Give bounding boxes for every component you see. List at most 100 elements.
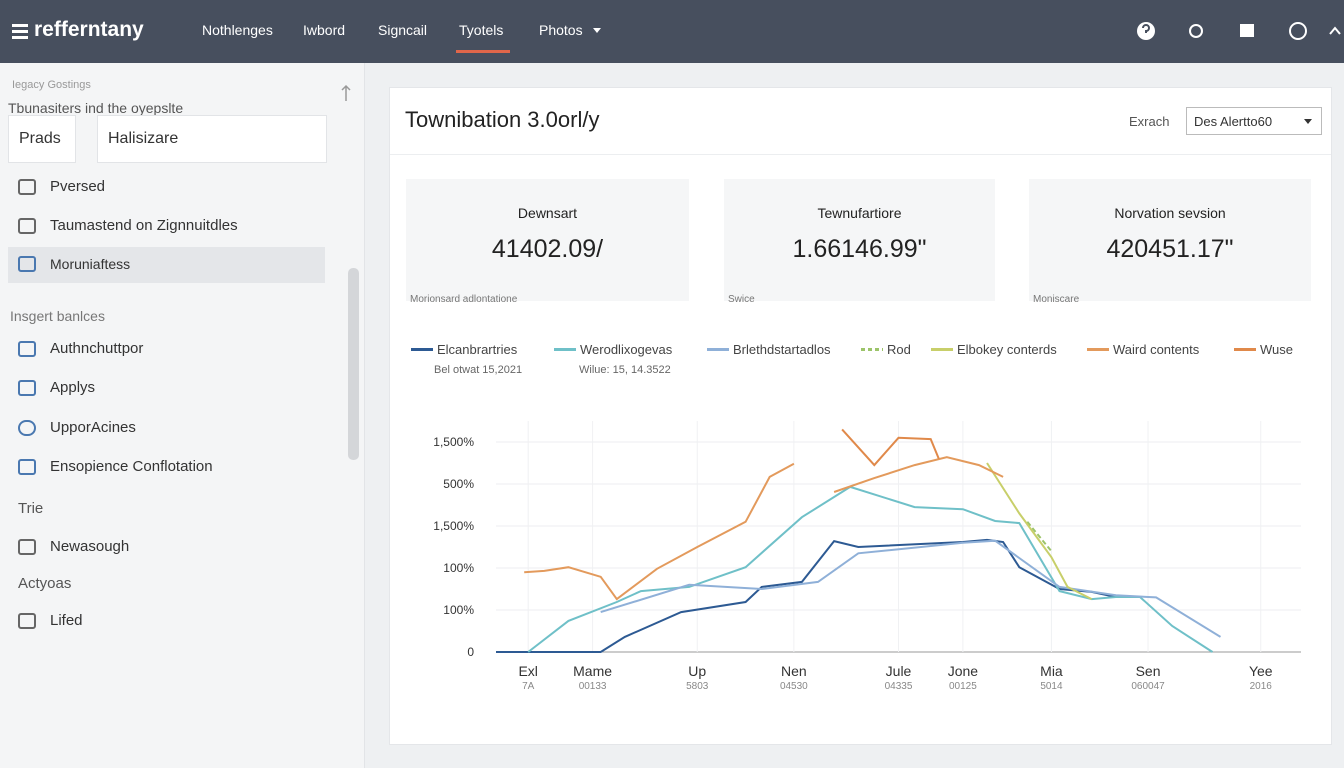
stat-card: Norvation sevsion 420451.17" Moniscare [1029, 179, 1311, 305]
legend-item[interactable]: Elbokey conterds [931, 342, 1057, 357]
sidebar-item[interactable]: Authnchuttpor [18, 340, 143, 357]
label: Lifed [50, 612, 83, 629]
brand-icon [12, 24, 28, 39]
brand[interactable]: refferntany [34, 18, 144, 41]
legend-swatch [1234, 348, 1256, 351]
y-tick-label: 100% [443, 561, 474, 575]
label: Applys [50, 379, 96, 396]
legend-label: Wuse [1260, 342, 1293, 357]
y-tick-label: 0 [467, 645, 474, 659]
input[interactable]: Halisizare [97, 115, 327, 163]
nav-item[interactable]: Iwbord [303, 22, 346, 38]
collapse-icon[interactable] [340, 83, 352, 103]
x-tick-label: Yee [1249, 663, 1273, 679]
icon [18, 458, 36, 475]
x-tick-label: Up [688, 663, 706, 679]
legend-swatch [931, 348, 953, 351]
top-nav: refferntany Nothlenges Iwbord Signcail T… [0, 0, 1344, 63]
y-tick-label: 1,500% [433, 519, 474, 533]
active-bg [8, 247, 325, 283]
legend-swatch [1087, 348, 1109, 351]
section-title: Trie [18, 500, 44, 517]
sidebar-item[interactable]: UpporAcines [18, 419, 136, 436]
legend-swatch [707, 348, 729, 351]
sidebar-item[interactable]: Newasough [18, 538, 129, 555]
sidebar-item[interactable]: Pversed [18, 178, 105, 195]
x-tick-label: Jule [886, 663, 912, 679]
nav-item-active[interactable]: Tyotels [459, 22, 504, 38]
scrollbar[interactable] [348, 268, 359, 460]
label: Ensopience Conflotation [50, 458, 213, 475]
stat-card: Dewnsart 41402.09/Morionsard adlontatione [406, 179, 689, 305]
caption: Iegacy Gostings [12, 79, 91, 91]
x-tick-sublabel: 7A [522, 681, 535, 692]
line-chart: 0 100% 100% 1,500% 500% 1,500% Exl 7A Mame 00133 U… [433, 421, 1301, 692]
chart-card: Townibation 3.0orl/y Exrach Des Alertto6… [389, 87, 1332, 745]
section-title: Insgert banlces [10, 308, 105, 324]
series-line [1026, 521, 1053, 552]
legend-label: Elcanbrartries [437, 342, 518, 357]
stat-label: Dewnsart [517, 205, 578, 221]
label: UpporAcines [50, 419, 136, 436]
input[interactable]: Prads [8, 115, 76, 163]
x-tick-sublabel: 5014 [1040, 681, 1063, 692]
sidebar-item[interactable]: Ensopience Conflotation [18, 458, 213, 475]
x-tick-sublabel: 5803 [686, 681, 709, 692]
icon [18, 379, 36, 396]
legend-item[interactable]: Werodlixogevas [554, 342, 672, 357]
y-tick-label: 500% [443, 477, 474, 491]
nav-item[interactable]: Signcail [378, 22, 428, 38]
series-line [524, 456, 1004, 601]
icon [18, 419, 36, 436]
stat-note: Morionsard adlontatione [410, 294, 518, 305]
card-title: Townibation 3.0orl/y [405, 107, 600, 132]
select[interactable]: Des Alertto60 [1186, 107, 1322, 135]
series-line [600, 539, 1222, 638]
x-tick-label: Mame [573, 663, 612, 679]
x-tick-sublabel: 2016 [1250, 681, 1273, 692]
dropdown-caret [593, 28, 601, 33]
legend-item[interactable]: Elcanbrartries [411, 342, 517, 357]
legend-item[interactable]: Waird contents [1087, 342, 1199, 357]
sidebar-item[interactable]: Applys [18, 379, 95, 396]
icon [18, 256, 36, 272]
sidebar-item[interactable]: Taumastend on Zignnuitdles [18, 217, 238, 234]
legend-item[interactable]: Wuse [1234, 342, 1293, 357]
label: Authnchuttpor [50, 340, 144, 357]
legend-label: Brlethdstartadlos [733, 342, 831, 357]
section-title: Actyoas [18, 575, 72, 592]
nav-item[interactable]: Nothlenges [202, 22, 273, 38]
legend-item[interactable]: Rod [861, 342, 911, 357]
x-tick-label: Sen [1136, 663, 1161, 679]
select-caret [1304, 119, 1312, 124]
legend-label: Waird contents [1113, 342, 1200, 357]
stat-label: Tewnufartiore [817, 205, 902, 221]
x-tick-sublabel: 00133 [579, 681, 607, 692]
series-line [841, 428, 940, 467]
stat-value: 1.66146.99" [792, 235, 927, 263]
stat-note: Moniscare [1033, 294, 1080, 305]
stat-label: Norvation sevsion [1114, 205, 1226, 221]
y-tick-label: 100% [443, 603, 474, 617]
x-tick-sublabel: 060047 [1131, 681, 1165, 692]
legend-note: Bel otwat 15,2021 [434, 364, 523, 376]
nav-icons[interactable] [1130, 18, 1344, 46]
series-line [986, 462, 1093, 600]
nav-item[interactable]: Photos [539, 22, 583, 38]
stat-card: Tewnufartiore 1.66146.99" Swice [724, 179, 995, 305]
x-tick-label: Jone [948, 663, 979, 679]
x-tick-sublabel: 04335 [885, 681, 913, 692]
legend-label: Elbokey conterds [957, 342, 1057, 357]
stat-value: 420451.17" [1106, 235, 1234, 263]
legend-note: Wilue: 15, 14.3522 [579, 364, 671, 376]
x-tick-sublabel: 04530 [780, 681, 808, 692]
label: Pversed [50, 178, 106, 195]
sidebar-item-active[interactable]: Moruniaftess [18, 256, 130, 272]
legend-item[interactable]: Brlethdstartadlos [707, 342, 831, 357]
label: Taumastend on Zignnuitdles [50, 217, 238, 234]
select-value: Des Alertto60 [1194, 114, 1273, 129]
sidebar-item[interactable]: Lifed [18, 612, 83, 629]
series-line [527, 485, 1214, 653]
y-tick-label: 1,500% [433, 435, 474, 449]
